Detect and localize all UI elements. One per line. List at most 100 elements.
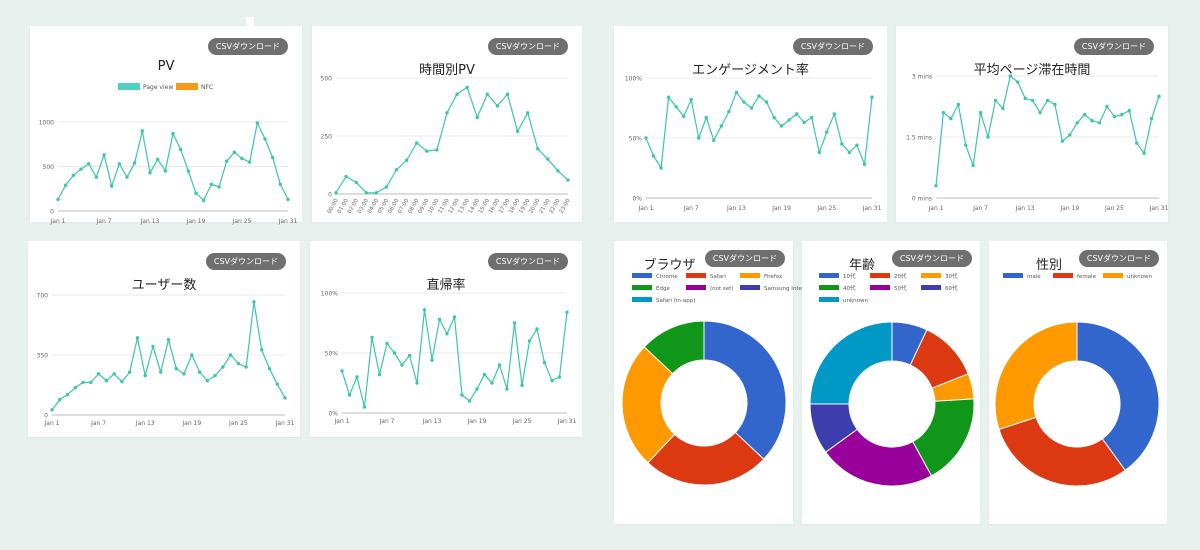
data-point — [855, 143, 859, 147]
data-point — [964, 143, 968, 147]
series-line — [935, 74, 1160, 186]
csv-download-button[interactable]: CSVダウンロード — [891, 250, 972, 267]
legend-swatch — [1003, 273, 1023, 278]
legend-label: Safari (in-app) — [656, 298, 695, 304]
x-tick-label: Jan 13 — [726, 205, 746, 212]
data-point — [674, 105, 678, 109]
csv-download-button[interactable]: CSVダウンロード — [792, 38, 873, 55]
x-tick-label: Jan 1 — [44, 420, 60, 427]
x-tick-label: Jan 19 — [771, 205, 791, 212]
x-tick-label: Jan 31 — [275, 420, 295, 427]
data-point — [151, 344, 155, 349]
series-line — [341, 309, 568, 408]
data-point — [370, 335, 374, 340]
x-tick-label: Jan 25 — [228, 420, 248, 427]
data-point — [862, 162, 867, 167]
data-point — [764, 100, 769, 104]
data-point — [825, 130, 829, 134]
data-point — [475, 387, 479, 391]
data-point — [267, 367, 272, 371]
legend-swatch — [819, 273, 839, 278]
data-point — [847, 150, 852, 155]
data-point — [197, 370, 202, 374]
legend-label: NFC — [201, 84, 213, 91]
data-point — [742, 100, 746, 104]
data-point — [475, 115, 479, 120]
data-point — [460, 393, 464, 397]
data-point — [140, 129, 145, 133]
x-tick-label: Jan 13 — [140, 218, 160, 225]
legend-label: 60代 — [945, 284, 958, 292]
data-point — [1030, 98, 1035, 103]
y-tick-label: 1000 — [39, 120, 54, 127]
data-point — [452, 315, 457, 319]
engagement-rate-chart: 0% 50% 100% Jan 1 Jan 7 Jan 13 Jan 19 Jan 25 Jan… — [625, 76, 882, 213]
data-point — [689, 97, 693, 102]
data-point — [1149, 117, 1154, 121]
data-point — [734, 90, 739, 95]
x-tick-label: Jan 1 — [928, 205, 944, 212]
y-tick-label: 0 mins — [912, 196, 932, 203]
data-point — [171, 131, 175, 136]
data-point — [178, 147, 183, 152]
engagement-rate-title: エンゲージメント率 — [692, 63, 809, 78]
data-point — [96, 372, 101, 376]
data-point — [482, 372, 487, 377]
csv-download-button[interactable]: CSVダウンロード — [487, 253, 568, 270]
x-tick-label: Jan 25 — [816, 205, 836, 212]
legend-swatch — [740, 285, 760, 290]
data-point — [949, 117, 953, 121]
series-line — [645, 91, 873, 170]
data-point — [1120, 112, 1124, 117]
users-chart: 0 350 700 Jan 1 Jan 7 Jan 13 Jan 19 Jan 25 Jan 3… — [37, 293, 295, 428]
legend-label: Page view — [143, 84, 173, 91]
data-point — [355, 375, 359, 379]
y-tick-label: 100% — [625, 76, 642, 83]
data-point — [56, 197, 60, 202]
csv-download-button[interactable]: CSVダウンロード — [1078, 250, 1159, 267]
data-point — [1045, 98, 1050, 103]
csv-download-button[interactable]: CSVダウンロード — [205, 253, 286, 270]
hourly-pv-chart: 025050000:0001:0002:0003:0004:0005:0006:… — [321, 76, 572, 215]
data-point — [1142, 151, 1146, 155]
pie-slice — [1076, 321, 1160, 472]
csv-download-button[interactable]: CSVダウンロード — [207, 38, 288, 55]
data-point — [666, 95, 671, 99]
data-point — [1082, 112, 1087, 117]
data-point — [1001, 106, 1005, 111]
data-point — [102, 153, 106, 157]
x-tick-label: Jan 19 — [1059, 205, 1079, 212]
age-card: CSVダウンロード 年齢 10代 20代 30代 40代 50代 60代 unknown — [802, 241, 980, 524]
data-point — [566, 178, 570, 182]
csv-download-button[interactable]: CSVダウンロード — [1073, 38, 1154, 55]
data-point — [445, 332, 449, 336]
data-point — [263, 137, 267, 141]
data-point — [697, 136, 701, 140]
data-point — [1023, 96, 1027, 101]
data-point — [557, 375, 562, 379]
data-point — [127, 370, 132, 374]
data-point — [232, 150, 237, 154]
data-point — [727, 109, 731, 114]
data-point — [112, 372, 116, 376]
legend-swatch — [176, 83, 198, 90]
x-tick-label: Jan 1 — [638, 205, 654, 212]
x-tick-label: Jan 31 — [557, 418, 577, 425]
legend-label: unknown — [1127, 274, 1153, 280]
data-point — [536, 147, 540, 151]
data-point — [465, 85, 469, 89]
data-point — [163, 169, 168, 173]
data-point — [787, 118, 791, 122]
x-tick-label: Jan 19 — [181, 420, 201, 427]
avg-page-time-title: 平均ページ滞在時間 — [973, 63, 1091, 78]
data-point — [415, 381, 419, 385]
data-point — [1053, 102, 1057, 107]
hourly-pv-title: 時間別PV — [419, 63, 475, 78]
x-tick-label: Jan 7 — [683, 205, 699, 212]
data-point — [392, 351, 397, 355]
csv-download-button[interactable]: CSVダウンロード — [704, 250, 785, 267]
data-point — [772, 115, 776, 120]
csv-download-button[interactable]: CSVダウンロード — [487, 38, 568, 55]
y-tick-label: 1.5 mins — [906, 135, 932, 142]
y-tick-label: 0 — [44, 413, 48, 420]
